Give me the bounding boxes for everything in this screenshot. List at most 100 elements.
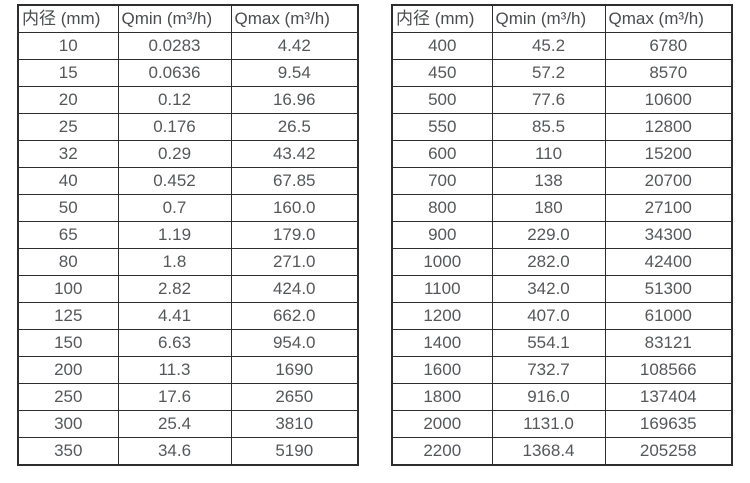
table-cell: 1600 <box>391 356 493 384</box>
table-cell: 900 <box>391 221 493 249</box>
table-cell: 0.0636 <box>117 59 232 87</box>
table-cell: 137404 <box>604 383 733 411</box>
table-row: 800 180 27100 <box>391 194 733 222</box>
table-cell: 1.19 <box>117 221 232 249</box>
table-cell: 2000 <box>391 410 493 438</box>
table-row: 25 0.176 26.5 <box>17 113 359 141</box>
table-cell: 271.0 <box>230 248 359 276</box>
table-cell: 10 <box>17 32 119 60</box>
table-cell: 12800 <box>604 113 733 141</box>
table-cell: 300 <box>17 410 119 438</box>
table-cell: 700 <box>391 167 493 195</box>
table-cell: 42400 <box>604 248 733 276</box>
table-row: 550 85.5 12800 <box>391 113 733 141</box>
table-row: 125 4.41 662.0 <box>17 302 359 330</box>
table-cell: 9.54 <box>230 59 359 87</box>
table-cell: 229.0 <box>491 221 606 249</box>
table-cell: 1000 <box>391 248 493 276</box>
table-cell: 160.0 <box>230 194 359 222</box>
table-cell: 17.6 <box>117 383 232 411</box>
table-cell: 45.2 <box>491 32 606 60</box>
table-cell: 34300 <box>604 221 733 249</box>
table-row: 250 17.6 2650 <box>17 383 359 411</box>
table-cell: 108566 <box>604 356 733 384</box>
table-cell: 424.0 <box>230 275 359 303</box>
table-cell: 27100 <box>604 194 733 222</box>
table-cell: 550 <box>391 113 493 141</box>
table-row: 700 138 20700 <box>391 167 733 195</box>
table-cell: 179.0 <box>230 221 359 249</box>
table-cell: 85.5 <box>491 113 606 141</box>
table-cell: 1.8 <box>117 248 232 276</box>
table-cell: 16.96 <box>230 86 359 114</box>
table-cell: 2650 <box>230 383 359 411</box>
table-cell: 150 <box>17 329 119 357</box>
table-row: 2000 1131.0 169635 <box>391 410 733 438</box>
table-cell: 40 <box>17 167 119 195</box>
table-row: 80 1.8 271.0 <box>17 248 359 276</box>
table-cell: 3810 <box>230 410 359 438</box>
table-cell: 34.6 <box>117 437 232 466</box>
table-cell: 15 <box>17 59 119 87</box>
table-row: 50 0.7 160.0 <box>17 194 359 222</box>
table-cell: 180 <box>491 194 606 222</box>
table-row: 900 229.0 34300 <box>391 221 733 249</box>
table-row: 1600 732.7 108566 <box>391 356 733 384</box>
table-cell: 26.5 <box>230 113 359 141</box>
table-row: 200 11.3 1690 <box>17 356 359 384</box>
table-cell: 61000 <box>604 302 733 330</box>
table-cell: 5190 <box>230 437 359 466</box>
table-cell: 407.0 <box>491 302 606 330</box>
table-cell: 350 <box>17 437 119 466</box>
table-cell: 1131.0 <box>491 410 606 438</box>
table-cell: 500 <box>391 86 493 114</box>
table-cell: 662.0 <box>230 302 359 330</box>
table-cell: 8570 <box>604 59 733 87</box>
table-cell: 67.85 <box>230 167 359 195</box>
flow-rate-table-right: 内径 (mm) Qmin (m³/h) Qmax (m³/h) 400 45.2 6… <box>391 4 733 466</box>
table-cell: 51300 <box>604 275 733 303</box>
column-header-diameter: 内径 (mm) <box>391 4 493 33</box>
table-cell: 400 <box>391 32 493 60</box>
table-cell: 0.7 <box>117 194 232 222</box>
table-row: 1000 282.0 42400 <box>391 248 733 276</box>
table-cell: 125 <box>17 302 119 330</box>
table-cell: 20 <box>17 86 119 114</box>
table-cell: 57.2 <box>491 59 606 87</box>
table-cell: 1400 <box>391 329 493 357</box>
table-row: 2200 1368.4 205258 <box>391 437 733 466</box>
table-row: 32 0.29 43.42 <box>17 140 359 168</box>
table-row: 20 0.12 16.96 <box>17 86 359 114</box>
column-header-qmin: Qmin (m³/h) <box>117 4 232 33</box>
table-cell: 0.452 <box>117 167 232 195</box>
table-cell: 0.12 <box>117 86 232 114</box>
table-cell: 25 <box>17 113 119 141</box>
column-header-qmax: Qmax (m³/h) <box>230 4 359 33</box>
table-cell: 1368.4 <box>491 437 606 466</box>
table-row: 350 34.6 5190 <box>17 437 359 466</box>
table-cell: 4.42 <box>230 32 359 60</box>
table-cell: 1690 <box>230 356 359 384</box>
table-cell: 25.4 <box>117 410 232 438</box>
table-cell: 10600 <box>604 86 733 114</box>
table-cell: 200 <box>17 356 119 384</box>
table-cell: 77.6 <box>491 86 606 114</box>
table-row: 40 0.452 67.85 <box>17 167 359 195</box>
table-row: 15 0.0636 9.54 <box>17 59 359 87</box>
table-row: 150 6.63 954.0 <box>17 329 359 357</box>
table-row: 450 57.2 8570 <box>391 59 733 87</box>
table-cell: 1200 <box>391 302 493 330</box>
table-row: 65 1.19 179.0 <box>17 221 359 249</box>
table-cell: 250 <box>17 383 119 411</box>
table-cell: 50 <box>17 194 119 222</box>
table-cell: 32 <box>17 140 119 168</box>
table-cell: 554.1 <box>491 329 606 357</box>
table-cell: 169635 <box>604 410 733 438</box>
table-cell: 4.41 <box>117 302 232 330</box>
table-cell: 2.82 <box>117 275 232 303</box>
table-cell: 732.7 <box>491 356 606 384</box>
table-cell: 15200 <box>604 140 733 168</box>
table-cell: 342.0 <box>491 275 606 303</box>
table-cell: 43.42 <box>230 140 359 168</box>
